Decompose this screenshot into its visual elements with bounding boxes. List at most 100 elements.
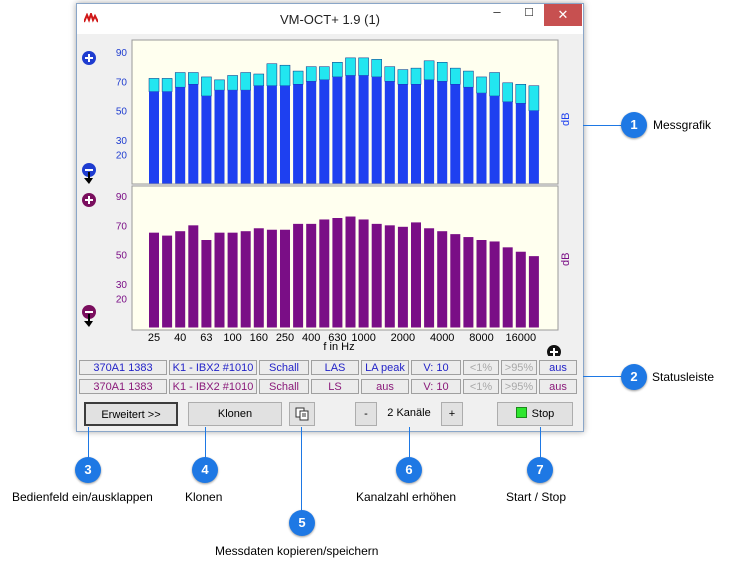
maximize-button[interactable]: ☐ bbox=[524, 7, 534, 19]
callout-5-label: Messdaten kopieren/speichern bbox=[215, 544, 379, 558]
status-r2-mode: LS bbox=[311, 379, 359, 394]
bottom-ls-bar bbox=[214, 232, 225, 328]
status-r1-over: >95% bbox=[501, 360, 537, 375]
callout-4-label: Klonen bbox=[185, 490, 223, 504]
callout-2-badge: 2 bbox=[621, 364, 647, 390]
bottom-ls-bar bbox=[201, 240, 212, 328]
start-stop-button[interactable]: Stop bbox=[497, 402, 573, 426]
x-tick-label: 4000 bbox=[430, 332, 454, 344]
callout-3-line bbox=[88, 427, 89, 460]
scroll-down-top-icon[interactable] bbox=[84, 172, 93, 184]
top-peak-bar bbox=[188, 72, 199, 85]
status-r2-peak: aus bbox=[361, 379, 409, 394]
callout-7-label: Start / Stop bbox=[506, 490, 567, 504]
top-peak-bar bbox=[292, 70, 304, 85]
status-r1-mode: LAS bbox=[311, 360, 359, 375]
callout-7-badge: 7 bbox=[527, 457, 553, 483]
callout-1-badge: 1 bbox=[621, 112, 647, 138]
increase-channels-button[interactable]: + bbox=[441, 402, 463, 426]
callout-4-badge: 4 bbox=[192, 457, 218, 483]
app-logo-icon bbox=[84, 13, 98, 23]
running-indicator-icon bbox=[515, 407, 527, 418]
x-axis-label: f in Hz bbox=[323, 341, 354, 353]
top-las-bar bbox=[502, 101, 513, 184]
y-tick-label: 50 bbox=[116, 107, 128, 118]
bottom-dB-label: dB bbox=[560, 253, 572, 266]
decrease-channels-button[interactable]: - bbox=[355, 402, 377, 426]
top-peak-bar bbox=[161, 78, 173, 92]
callout-1-label: Messgrafik bbox=[653, 118, 712, 132]
title-bar[interactable]: VM-OCT+ 1.9 (1) – ☐ ✕ bbox=[77, 4, 583, 34]
zoom-out-bottom-icon[interactable] bbox=[82, 305, 96, 319]
top-las-bar bbox=[384, 81, 395, 184]
y-tick-label: 20 bbox=[116, 151, 128, 162]
top-peak-bar bbox=[214, 79, 225, 91]
bottom-ls-bar bbox=[227, 232, 238, 328]
top-peak-bar bbox=[266, 63, 278, 86]
top-las-bar bbox=[437, 81, 448, 184]
close-button[interactable]: ✕ bbox=[544, 4, 582, 26]
bottom-ls-bar bbox=[384, 225, 395, 328]
top-las-bar bbox=[188, 84, 199, 184]
zoom-out-top-icon[interactable] bbox=[82, 163, 96, 177]
bottom-ls-bar bbox=[463, 237, 474, 328]
top-las-bar bbox=[214, 90, 225, 184]
top-las-bar bbox=[476, 93, 487, 184]
top-las-bar bbox=[306, 81, 317, 184]
status-r1-peak: LA peak bbox=[361, 360, 409, 375]
clone-button[interactable]: Klonen bbox=[188, 402, 282, 426]
callout-5-line bbox=[301, 427, 302, 512]
top-peak-bar bbox=[253, 73, 265, 86]
top-las-bar bbox=[411, 84, 421, 184]
status-r1-under: <1% bbox=[463, 360, 499, 375]
copy-data-button[interactable] bbox=[289, 402, 315, 426]
top-peak-bar bbox=[332, 62, 343, 78]
bottom-ls-bar bbox=[411, 222, 421, 328]
top-peak-bar bbox=[345, 57, 356, 76]
top-peak-bar bbox=[489, 72, 500, 97]
top-peak-bar bbox=[528, 85, 540, 111]
bottom-ls-bar bbox=[437, 231, 448, 328]
measurement-graph[interactable]: 20 30 50 70 90 20 30 50 70 90 25 40 63 100 160 250 400… bbox=[79, 38, 579, 359]
bottom-ls-bar bbox=[266, 229, 277, 328]
bottom-ls-bar bbox=[489, 241, 500, 328]
app-window: VM-OCT+ 1.9 (1) – ☐ ✕ 20 30 50 70 90 20 30 50 7… bbox=[76, 3, 584, 432]
top-las-bar bbox=[162, 91, 173, 184]
top-peak-bar bbox=[371, 59, 382, 78]
bottom-ls-bar bbox=[476, 240, 487, 328]
bottom-ls-bar bbox=[280, 229, 290, 328]
top-peak-bar bbox=[410, 67, 422, 85]
top-peak-bar bbox=[463, 70, 474, 88]
add-channel-icon[interactable] bbox=[547, 345, 561, 359]
top-las-bar bbox=[175, 87, 186, 184]
callout-7-line bbox=[540, 427, 541, 460]
scroll-down-bottom-icon[interactable] bbox=[84, 314, 93, 327]
y-tick-label: 70 bbox=[116, 77, 128, 88]
y-tick-label: 30 bbox=[116, 136, 128, 147]
minimize-button[interactable]: – bbox=[493, 4, 501, 19]
status-r1-gain: V: 10 bbox=[411, 360, 461, 375]
callout-1-line bbox=[583, 125, 623, 126]
x-tick-label: 25 bbox=[148, 332, 160, 344]
top-las-bar bbox=[201, 96, 212, 184]
status-r2-under: <1% bbox=[463, 379, 499, 394]
top-las-bar bbox=[149, 91, 159, 184]
top-las-bar bbox=[332, 76, 343, 184]
x-tick-label: 630 bbox=[328, 332, 346, 344]
expand-button[interactable]: Erweitert >> bbox=[84, 402, 178, 426]
callout-4-line bbox=[205, 427, 206, 460]
y-tick-label: 70 bbox=[116, 221, 128, 232]
window-title: VM-OCT+ 1.9 (1) bbox=[279, 12, 381, 27]
callout-3-label: Bedienfeld ein/ausklappen bbox=[12, 490, 153, 504]
top-las-bar bbox=[424, 79, 435, 184]
zoom-in-bottom-icon[interactable] bbox=[82, 193, 96, 207]
bottom-ls-bar bbox=[149, 232, 159, 328]
top-las-bar bbox=[515, 103, 526, 184]
zoom-in-top-icon[interactable] bbox=[82, 51, 96, 65]
bottom-ls-bar bbox=[528, 256, 539, 328]
x-tick-label: 400 bbox=[302, 332, 320, 344]
bottom-ls-bar bbox=[345, 216, 356, 328]
callout-6-badge: 6 bbox=[396, 457, 422, 483]
bottom-ls-bar bbox=[515, 251, 526, 328]
callout-6-line bbox=[409, 427, 410, 460]
